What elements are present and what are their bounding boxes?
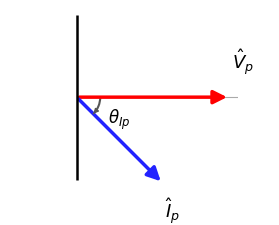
Text: $\theta_{Ip}$: $\theta_{Ip}$ <box>108 108 131 132</box>
Text: $\hat{V}_p$: $\hat{V}_p$ <box>232 46 254 76</box>
Text: $\hat{I}_p$: $\hat{I}_p$ <box>165 195 180 225</box>
